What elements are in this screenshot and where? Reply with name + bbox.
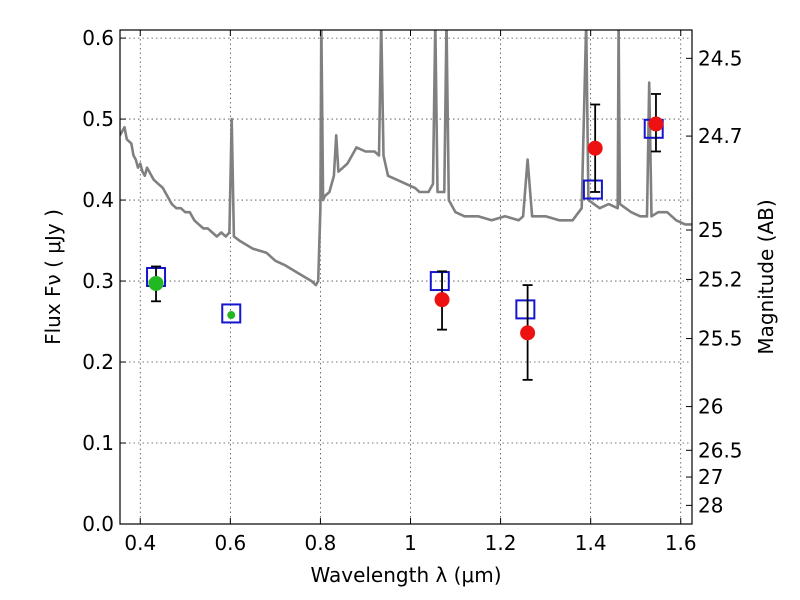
observed-point-red [434,292,450,308]
y-tick-label: 0.1 [82,431,114,455]
y2-tick-label: 24.7 [698,124,743,148]
y2-tick-label: 25 [698,218,723,242]
spectrum-line [120,30,692,287]
y-tick-label: 0.0 [82,512,114,536]
y2-axis-label: Magnitude (AB) [754,199,778,354]
y-tick-label: 0.4 [82,188,114,212]
y2-tick-label: 24.5 [698,46,743,70]
x-tick-label: 0.4 [124,531,156,555]
x-axis-label: Wavelength λ (μm) [310,563,501,587]
grid-lines [120,30,692,525]
plot-area [120,30,692,381]
model-square-point [582,179,603,200]
y-tick-label: 0.6 [82,26,114,50]
observed-point-green [148,275,164,291]
x-tick-label: 0.6 [214,531,246,555]
y2-tick-label: 26.5 [698,438,743,462]
y2-tick-label: 28 [698,493,723,517]
y2-tick-label: 25.5 [698,327,743,351]
y2-tick-label: 27 [698,465,723,489]
x-tick-label: 1.2 [485,531,517,555]
y-tick-label: 0.5 [82,107,114,131]
y-tick-label: 0.2 [82,350,114,374]
axis-ticks: 0.4 0.6 0.8 1 1.2 1.4 1.6 0.0 0.1 0.2 0.3 0.4 0.5 0.6… [82,26,742,555]
x-tick-label: 1.6 [665,531,697,555]
x-tick-label: 1 [404,531,417,555]
y-tick-label: 0.3 [82,269,114,293]
model-square-point [515,299,536,320]
model-square-point [221,303,242,324]
y2-tick-label: 26 [698,395,723,419]
x-tick-label: 1.4 [575,531,607,555]
observed-point-red [587,140,603,156]
y-axis-label: Flux Fν ( μJy ) [41,209,65,345]
observed-point-green [227,311,236,320]
observed-point-red [648,116,664,132]
x-tick-label: 0.8 [305,531,337,555]
observed-point-red [520,325,536,341]
y2-tick-label: 25.2 [698,267,743,291]
plot-frame [119,29,693,525]
